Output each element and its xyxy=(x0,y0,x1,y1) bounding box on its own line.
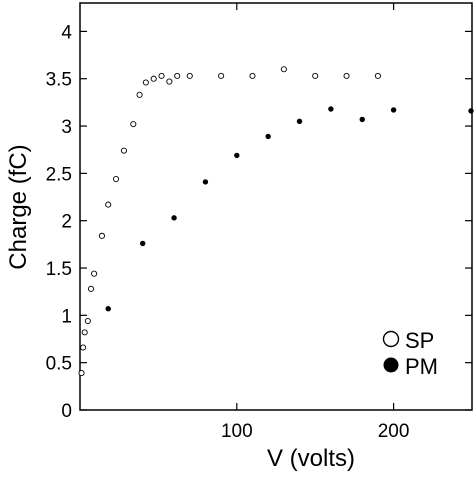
legend-label-pm: PM xyxy=(405,354,438,379)
x-axis-label: V (volts) xyxy=(267,445,355,472)
data-point-pm xyxy=(105,306,111,312)
data-points xyxy=(78,66,474,377)
ticks: 0 0.5 1 1.5 2 2.5 3 3.5 4 100 200 xyxy=(46,3,472,442)
data-point-pm xyxy=(140,240,146,247)
y-tick-label: 1 xyxy=(61,306,72,327)
plot-frame xyxy=(79,2,473,411)
data-point-sp xyxy=(81,329,88,336)
data-point-sp xyxy=(374,72,381,79)
data-point-sp xyxy=(312,72,319,79)
x-tick-label: 200 xyxy=(378,421,410,442)
legend-label-sp: SP xyxy=(405,328,434,353)
y-tick-label: 0 xyxy=(61,401,72,422)
data-point-sp xyxy=(130,121,137,128)
data-point-sp xyxy=(120,147,127,154)
data-point-sp xyxy=(78,370,85,377)
data-point-pm xyxy=(171,215,177,221)
data-point-sp xyxy=(91,270,98,277)
data-point-sp xyxy=(158,72,165,79)
y-tick-label: 2 xyxy=(61,212,72,233)
data-point-pm xyxy=(328,106,334,112)
data-point-sp xyxy=(136,91,143,98)
data-point-sp xyxy=(142,79,149,86)
x-tick-label: 100 xyxy=(221,421,253,442)
data-point-pm xyxy=(359,116,365,123)
data-point-sp xyxy=(280,66,287,73)
data-point-pm xyxy=(296,118,303,125)
data-point-sp xyxy=(98,232,106,239)
y-axis-label: Charge (fC) xyxy=(5,144,32,269)
legend-marker-pm xyxy=(383,357,399,373)
legend: SP PM xyxy=(382,328,438,379)
data-point-sp xyxy=(174,72,181,79)
data-point-pm xyxy=(390,107,397,113)
data-point-sp xyxy=(186,72,193,79)
y-tick-label: 3 xyxy=(61,117,72,138)
data-point-pm xyxy=(468,108,474,114)
data-point-sp xyxy=(87,285,95,292)
y-tick-label: 3.5 xyxy=(46,70,72,91)
data-point-sp xyxy=(166,78,173,85)
y-tick-label: 4 xyxy=(61,22,72,43)
data-point-sp xyxy=(218,72,225,79)
y-tick-label: 0.5 xyxy=(46,354,72,375)
data-point-sp xyxy=(105,201,112,208)
data-point-pm xyxy=(202,179,209,185)
data-point-sp xyxy=(150,75,157,82)
data-point-sp xyxy=(84,317,91,325)
y-tick-label: 1.5 xyxy=(46,259,72,280)
data-point-sp xyxy=(343,72,350,79)
data-point-pm xyxy=(265,133,271,140)
data-point-sp xyxy=(113,176,120,183)
legend-marker-sp xyxy=(382,330,400,348)
data-point-sp xyxy=(80,344,87,351)
axes xyxy=(79,2,473,411)
data-point-pm xyxy=(234,152,240,159)
data-point-sp xyxy=(249,72,256,79)
y-tick-label: 2.5 xyxy=(46,164,72,185)
